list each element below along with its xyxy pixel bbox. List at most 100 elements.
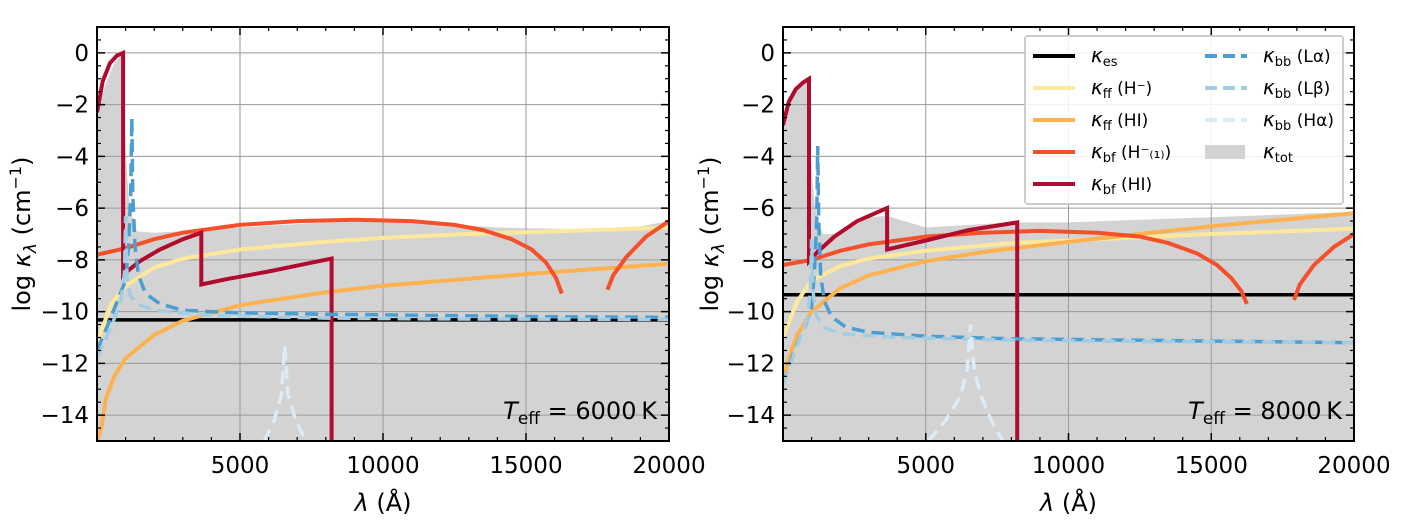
series-line-8 [927,324,1005,441]
series-line-7 [97,215,669,359]
teff-annotation: Teff = 6000 K [503,397,658,429]
legend-kappa: κ [1263,75,1275,99]
x-tick-label: 5000 [896,453,955,479]
teff-subscript: eff [518,409,541,429]
y-tick-label: −6 [55,196,89,222]
legend-kappa: κ [1091,75,1103,99]
legend-sub: es [1103,55,1118,70]
series-line-5 [783,75,1020,441]
x-tick-label: 10000 [1032,453,1105,479]
x-axis-label-unit: (Å) [1054,488,1097,517]
y-axis-label: log κλ (cm−1) [694,157,729,312]
y-tick-label: −2 [741,93,775,119]
legend-item-2: κff (HI) [1033,107,1148,134]
x-tick-label: 20000 [1317,453,1390,479]
y-tick-label: 0 [760,41,775,67]
y-tick-label: −8 [55,248,89,274]
series-line-5 [97,49,334,441]
teff-subscript: eff [1203,409,1226,429]
legend-kappa: κ [1091,43,1103,67]
teff-symbol: T [503,397,520,425]
teff-annotation: Teff = 8000 K [1188,397,1343,429]
legend-swatch-patch [1205,145,1245,159]
y-tick-label: −4 [741,144,775,170]
legend-label: κtot [1263,139,1293,166]
y-axis-label-sub: λ [21,243,41,254]
legend-item-8: κtot [1205,139,1293,166]
legend-item-0: κes [1033,43,1118,70]
legend-sub: ff [1103,87,1113,102]
series-line-6 [783,145,1354,385]
plot-area [783,27,1354,441]
chart-panel-2: 5000 10000 15000 20000 0 −2 −4 −6 −8 −10 −12 −14 λ (… [694,26,1391,517]
y-tick-label: −12 [726,351,775,377]
legend-kappa: κ [1263,107,1275,131]
legend-item-1: κff (H⁻) [1033,75,1152,102]
y-axis-label-close: ) [696,157,724,166]
legend-sub: bf [1103,183,1116,198]
y-axis-label-close: ) [8,157,36,166]
legend-item-3: κbf (H⁻₍₁₎) [1033,139,1171,166]
legend-item-4: κbf (HI) [1033,171,1152,198]
y-axis-label-log: log [8,267,36,311]
series-line-7 [783,239,1354,385]
legend-sub: bb [1275,119,1292,134]
legend-label: κes [1091,43,1118,70]
legend-label: κff (HI) [1091,107,1148,134]
legend-label: κbb (Hα) [1263,107,1334,134]
legend-sub: bf [1103,151,1116,166]
series-line-3 [783,228,1249,305]
x-tick-label: 10000 [346,453,419,479]
legend-label: κbb (Lα) [1263,43,1331,70]
series-line-3 [97,217,564,295]
legend-sub: tot [1275,151,1293,166]
series-line-6 [97,117,669,352]
legend-sub: bb [1275,87,1292,102]
legend-item-5: κbb (Lα) [1205,43,1331,70]
y-tick-label: −10 [40,300,89,326]
y-axis-label-sub: λ [709,243,729,254]
y-axis-label-unit: (cm [696,189,724,243]
legend-extra: (Hα) [1291,111,1334,131]
y-axis-label-log: log [696,267,724,311]
y-tick-label: −14 [726,403,775,429]
teff-value: = 6000 K [540,397,658,425]
legend-kappa: κ [1091,171,1103,195]
series-line-4 [1292,232,1354,301]
teff-value: = 8000 K [1225,397,1343,425]
chart-panel-1: 5000 10000 15000 20000 0 −2 −4 −6 −8 −10 −12 −14 λ (… [6,26,706,517]
legend-extra: (H⁻₍₁₎) [1116,143,1172,163]
y-tick-label: −6 [741,196,775,222]
teff-symbol: T [1188,397,1205,425]
y-axis-label-exp: −1 [6,166,25,190]
x-axis-label: λ (Å) [1038,488,1097,517]
y-tick-label: −10 [726,300,775,326]
y-tick-label: −4 [55,144,89,170]
legend-item-7: κbb (Hα) [1205,107,1334,134]
legend-kappa: κ [1263,139,1275,163]
y-axis-label-kappa: κ [8,252,36,267]
legend-kappa: κ [1091,139,1103,163]
x-axis-label: λ (Å) [353,488,412,517]
legend-extra: (HI) [1116,175,1152,195]
plot-area [97,27,669,441]
y-axis-label-exp: −1 [694,166,713,190]
legend-extra: (Lβ) [1291,79,1330,99]
y-tick-label: 0 [74,41,89,67]
legend-label: κbf (H⁻₍₁₎) [1091,139,1171,166]
y-axis-label-unit: (cm [8,189,36,243]
series-line-4 [605,219,669,291]
y-tick-label: −2 [55,93,89,119]
y-axis-label: log κλ (cm−1) [6,157,41,312]
legend-box [1024,35,1344,205]
y-tick-label: −8 [741,248,775,274]
x-axis-label-symbol: λ [353,489,369,517]
series-line-8 [262,345,308,441]
y-tick-label: −12 [40,351,89,377]
legend-label: κbf (HI) [1091,171,1152,198]
legend-extra: (H⁻) [1112,79,1152,99]
legend-sub: ff [1103,119,1113,134]
legend-label: κff (H⁻) [1091,75,1152,102]
